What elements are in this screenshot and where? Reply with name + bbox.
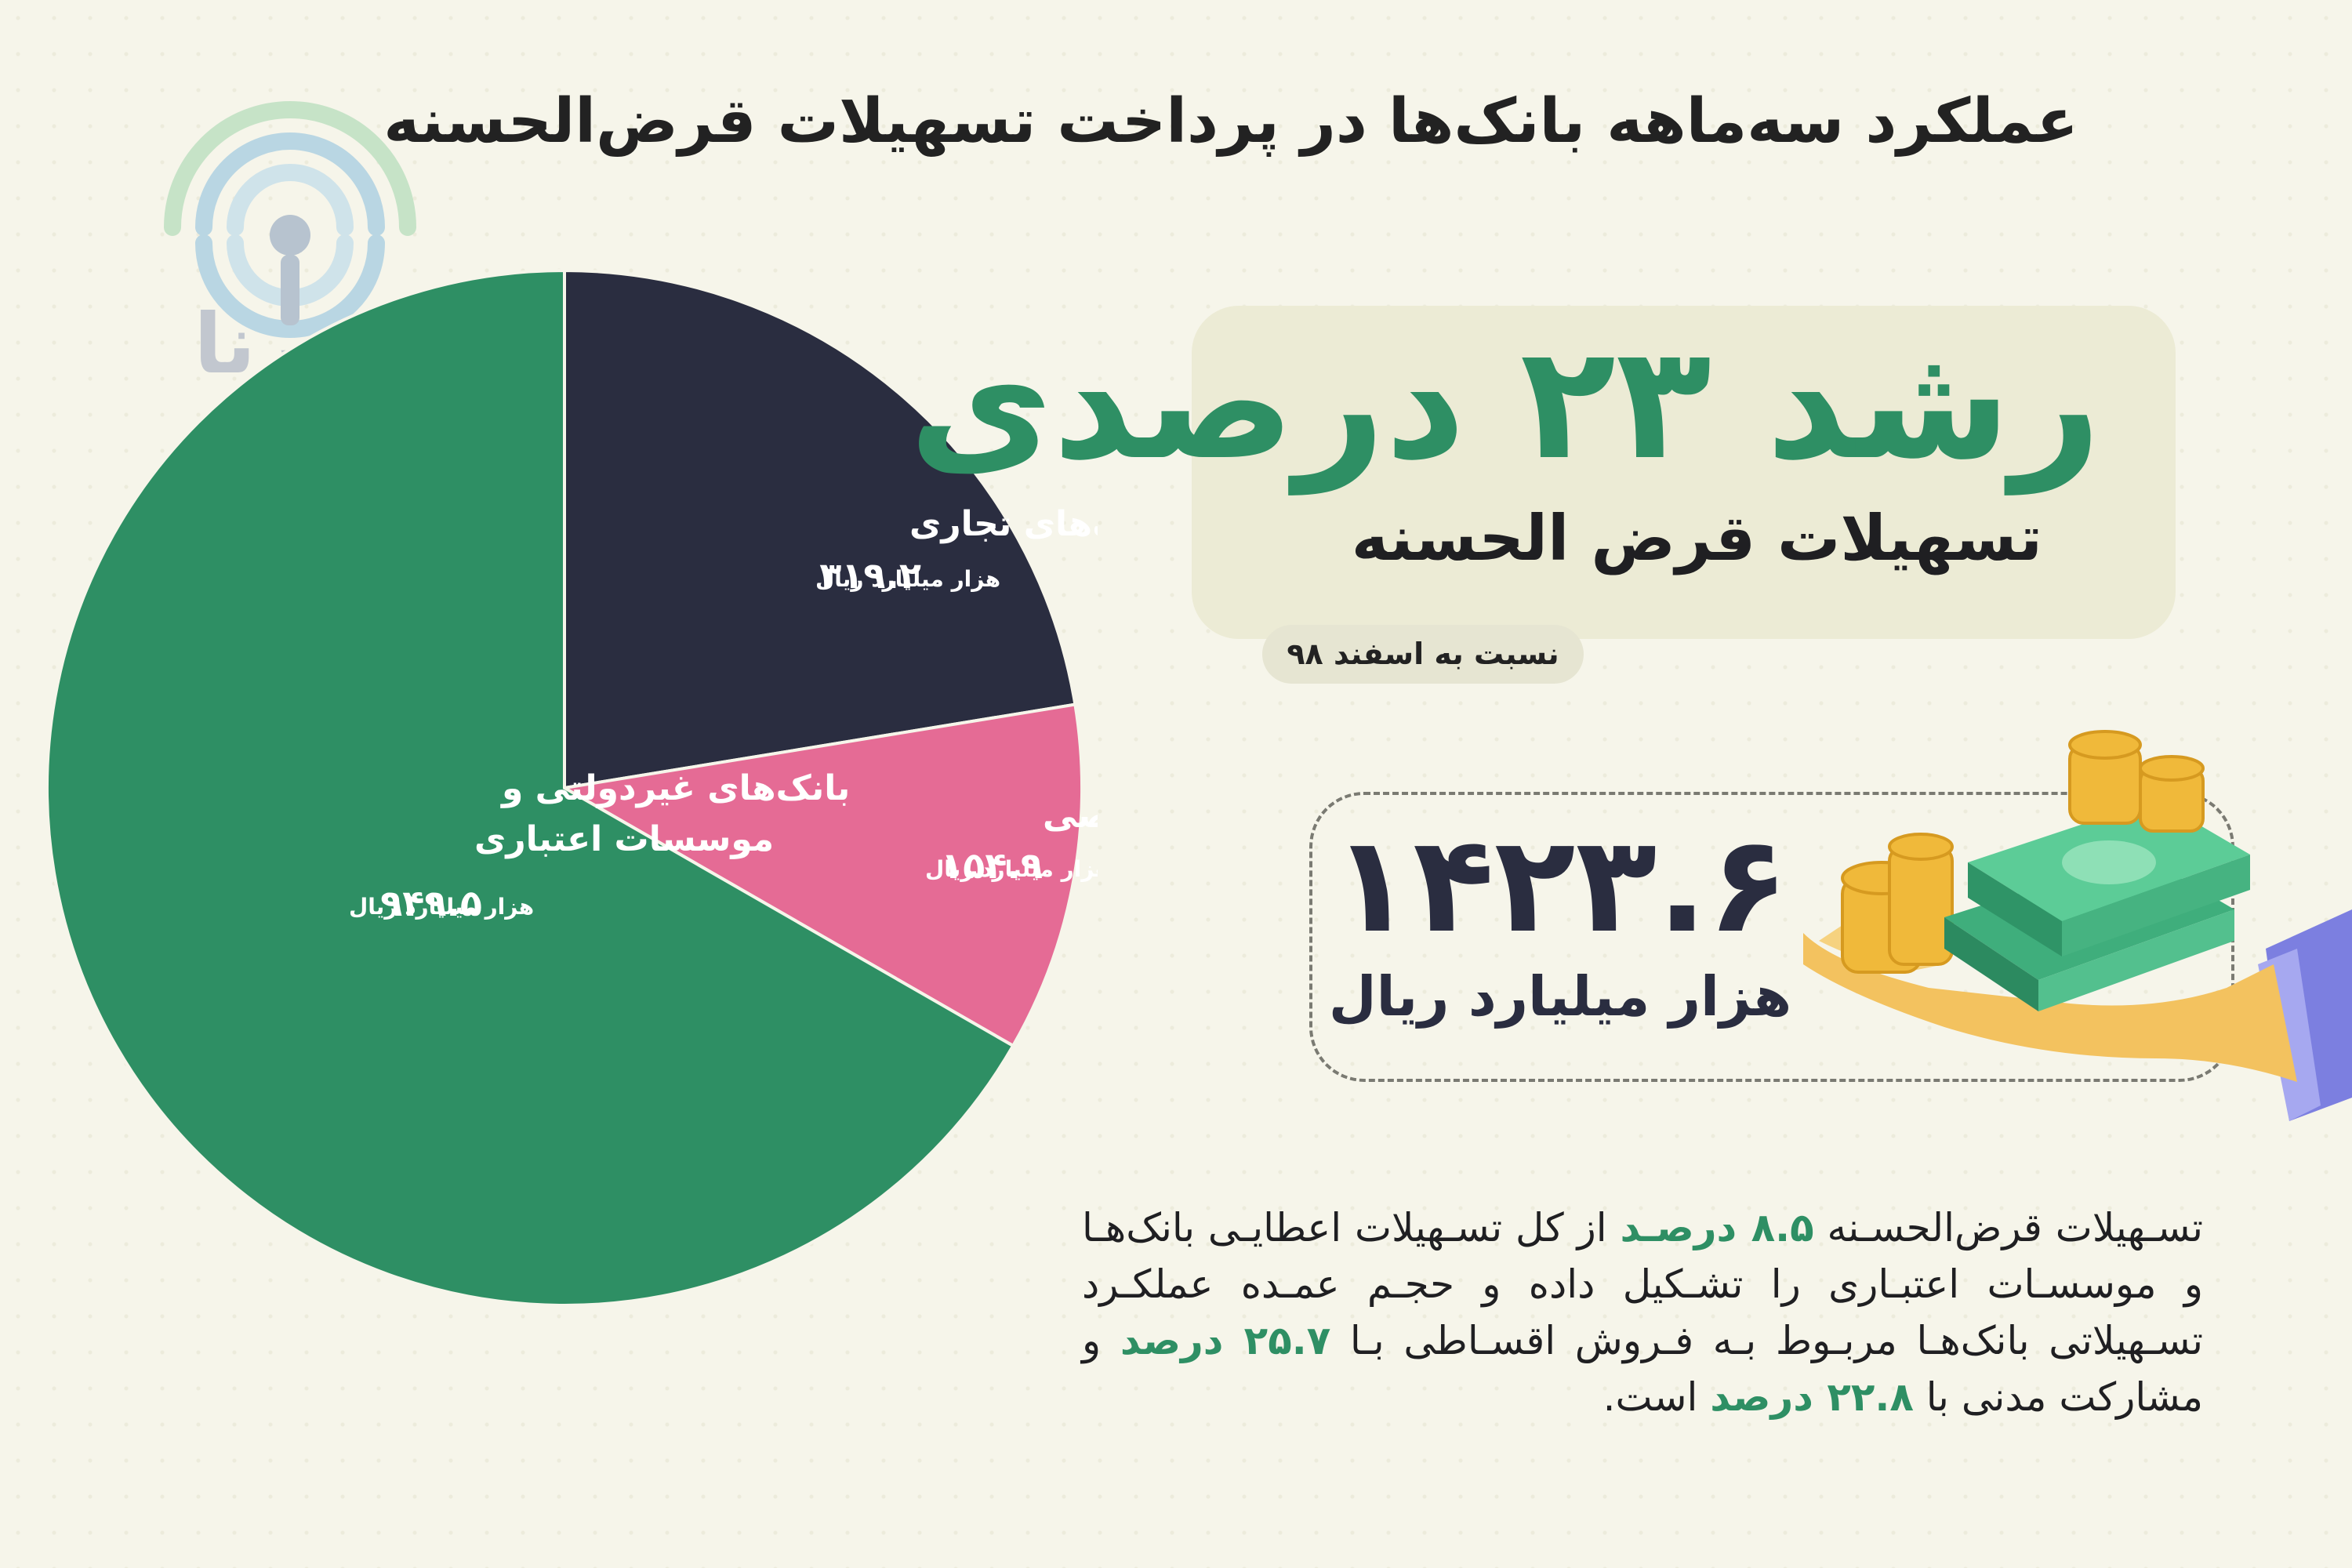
desc-part-2: از کل تسـهیلات اعطایـی بانک‌هـا و موسسـا… <box>1082 1205 2203 1363</box>
pie-slice-private <box>45 268 1015 1307</box>
desc-part-4: است. <box>1602 1374 1711 1420</box>
label-private-line2: موسسات اعتباری <box>474 819 774 859</box>
value-specialized: ۱۵۴.۹ <box>941 844 1043 887</box>
label-specialized: بانک‌های تخصصی <box>1043 796 1098 836</box>
unit-commercial: هزار میلیارد ریال <box>815 566 1000 592</box>
desc-highlight-1: ۸.۵ درصـد <box>1620 1205 1814 1250</box>
desc-part-1: تسـهیلات قرض‌الحسـنه <box>1813 1205 2204 1250</box>
label-private-line1: بانک‌های غیردولتی و <box>500 768 850 808</box>
page-title: عملکرد سه‌ماهه بانک‌ها در پرداخت تسهیلات… <box>383 86 2078 157</box>
total-unit: هزار میلیارد ریال <box>1328 964 1792 1029</box>
description-paragraph: تسـهیلات قرض‌الحسـنه ۸.۵ درصـد از کل تسـ… <box>1082 1200 2203 1425</box>
unit-private: هزار میلیارد ریال <box>349 894 534 920</box>
money-hand-icon <box>1803 730 2352 1121</box>
growth-note-badge: نسبت به اسفند ۹۸ <box>1262 625 1584 684</box>
total-value: ۱۴۲۳.۶ <box>1331 808 1789 963</box>
value-commercial: ۳۱۹.۲ <box>819 554 921 597</box>
growth-headline: رشد ۲۳ درصدی <box>909 312 2101 495</box>
pie-slice-commercial <box>563 268 1077 790</box>
pie-slice-specialized <box>560 702 1083 1048</box>
pie-chart: بانک‌های تجاری ۳۱۹.۲ هزار میلیارد ریال ب… <box>45 268 1098 1307</box>
value-private: ۹۴۹.۵ <box>380 882 482 924</box>
label-commercial: بانک‌های تجاری <box>909 504 1098 544</box>
desc-highlight-2: ۲۵.۷ درصد <box>1120 1318 1331 1363</box>
growth-subtitle: تسهیلات قرض الحسنه <box>1351 502 2042 575</box>
growth-card <box>1192 306 2176 639</box>
desc-highlight-3: ۲۲.۸ درصد <box>1710 1374 1914 1420</box>
desc-part-3: و مشارکت مدنی با <box>1082 1318 2203 1420</box>
unit-specialized: هزار میلیارد ریال <box>925 856 1098 882</box>
